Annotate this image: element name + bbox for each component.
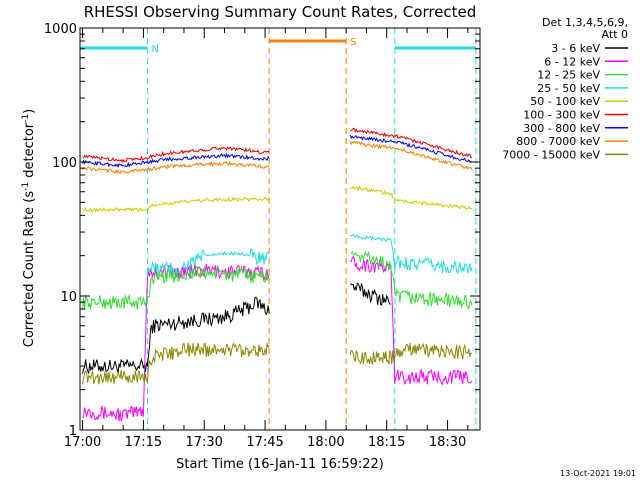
legend-header-2: Att 0 <box>602 28 628 41</box>
legend-label-0: 3 - 6 keV <box>551 42 600 55</box>
y-tick-label: 100 <box>52 156 77 171</box>
legend-label-8: 7000 - 15000 keV <box>502 148 600 161</box>
series-line-5-0 <box>82 146 270 164</box>
series-line-3-0 <box>147 247 270 277</box>
y-axis-label-sup1: -1 <box>21 182 31 191</box>
x-tick-label: 17:15 <box>125 435 162 450</box>
series-line-1-1 <box>349 255 473 386</box>
flag-label-N: N <box>480 44 487 55</box>
series-layer <box>82 127 473 422</box>
series-line-6-1 <box>349 134 473 163</box>
y-axis-label: Corrected Count Rate (s-1 detector-1) <box>21 109 37 347</box>
x-tick-label: 18:00 <box>307 435 344 450</box>
legend-label-3: 25 - 50 keV <box>537 82 600 95</box>
y-axis-label-part2: detector <box>22 122 37 182</box>
y-axis-label-sup2: -1 <box>21 114 31 123</box>
y-tick-label: 1 <box>69 424 77 439</box>
y-tick-label: 1000 <box>44 22 77 37</box>
series-line-5-1 <box>349 127 473 159</box>
x-tick-label: 18:30 <box>429 435 466 450</box>
legend-label-5: 100 - 300 keV <box>523 109 600 122</box>
legend-label-6: 300 - 800 keV <box>523 122 600 135</box>
x-tick-label: 17:00 <box>64 435 101 450</box>
series-line-4-0 <box>82 196 270 213</box>
series-line-0-1 <box>349 282 392 306</box>
series-line-2-0 <box>82 265 270 310</box>
flag-layer: N NS <box>80 28 487 430</box>
footer-date: 13-Oct-2021 19:01 <box>560 469 636 478</box>
legend-label-4: 50 - 100 keV <box>530 95 600 108</box>
series-line-8-0 <box>82 342 270 385</box>
series-line-4-1 <box>349 186 473 210</box>
series-line-6-0 <box>82 152 270 169</box>
chart-title: RHESSI Observing Summary Count Rates, Co… <box>84 3 477 21</box>
y-axis-label-part3: ) <box>22 109 37 114</box>
plot-frame <box>79 27 481 431</box>
flag-label-S: S <box>350 37 356 48</box>
series-line-1-0 <box>82 263 270 422</box>
series-line-3-1 <box>349 233 473 275</box>
flag-label-N: N <box>151 44 158 55</box>
x-axis-label: Start Time (16-Jan-11 16:59:22) <box>176 457 384 472</box>
x-tick-label: 17:45 <box>246 435 283 450</box>
axes-layer: 1 10 100 1000 17:00 17:15 17:30 17:45 18:00 18:15… <box>44 22 481 450</box>
series-line-7-1 <box>349 140 473 170</box>
series-line-0-0 <box>82 296 270 375</box>
legend-label-7: 800 - 7000 keV <box>516 135 600 148</box>
legend-header-1: Det 1,3,4,5,6,9, <box>542 16 628 29</box>
y-axis-label-part1: Corrected Count Rate (s <box>22 191 37 348</box>
series-line-7-0 <box>82 160 270 175</box>
x-tick-label: 18:15 <box>368 435 405 450</box>
legend-label-2: 12 - 25 keV <box>537 69 600 82</box>
series-line-8-1 <box>349 342 473 365</box>
legend-label-1: 6 - 12 keV <box>544 55 600 68</box>
series-line-2-1 <box>350 250 473 311</box>
x-tick-label: 17:30 <box>185 435 222 450</box>
y-tick-label: 10 <box>60 290 77 305</box>
